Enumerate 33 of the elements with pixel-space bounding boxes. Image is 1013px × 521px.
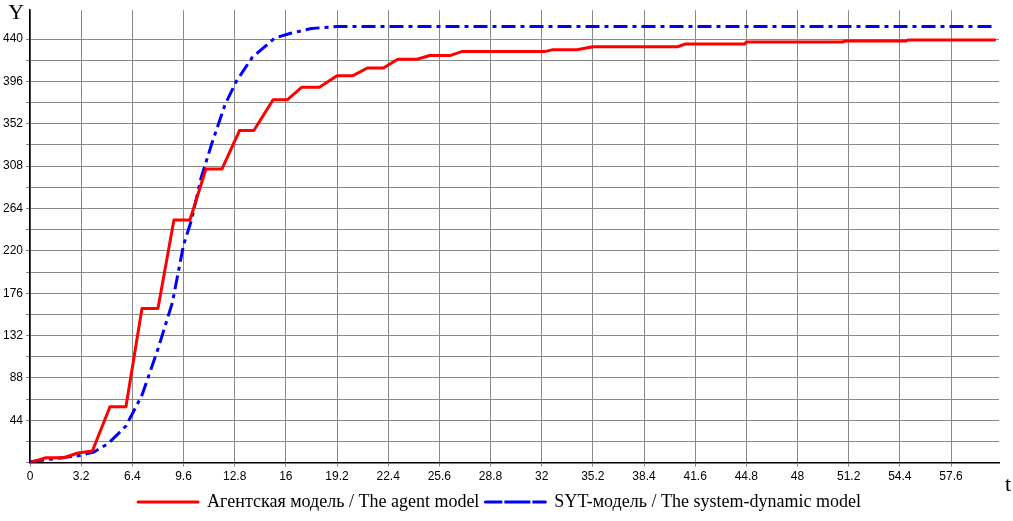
- y-tick-label: 132: [2, 327, 24, 342]
- x-tick-label: 54.4: [888, 469, 912, 484]
- x-tick-label: 25.6: [427, 469, 452, 484]
- x-tick-label: 12.8: [223, 469, 247, 484]
- x-tick-label: 9.6: [175, 469, 193, 484]
- x-tick-label: 6.4: [124, 469, 142, 484]
- x-tick-label: 32: [535, 469, 549, 484]
- x-tick-label: 28.8: [478, 469, 503, 484]
- x-tick-label: 57.6: [939, 469, 964, 484]
- x-tick-label: 51.2: [837, 469, 861, 484]
- y-tick-label: 88: [9, 370, 24, 385]
- y-axis-title: Y: [8, 0, 25, 24]
- x-axis-title: t: [1004, 471, 1011, 497]
- y-tick-label: 220: [2, 243, 24, 258]
- y-tick-label: 308: [2, 158, 24, 173]
- x-tick-label: 48: [790, 469, 805, 484]
- x-tick-label: 44.8: [734, 469, 759, 484]
- y-tick-label: 44: [9, 412, 24, 427]
- y-tick-label: 264: [2, 200, 24, 215]
- legend-label: Агентская модель / The agent model: [207, 490, 480, 511]
- x-tick-label: 35.2: [581, 469, 605, 484]
- x-tick-label: 19.2: [325, 469, 350, 484]
- x-tick-label: 38.4: [632, 469, 657, 484]
- y-tick-label: 352: [2, 116, 24, 131]
- x-tick-label: 16: [279, 469, 293, 484]
- y-tick-label: 176: [2, 285, 24, 300]
- y-tick-label: 440: [2, 31, 24, 46]
- x-tick-label: 3.2: [72, 469, 90, 484]
- legend-label: SYT-модель / The system-dynamic model: [554, 490, 861, 511]
- x-tick-label: 0: [26, 469, 34, 484]
- x-tick-label: 22.4: [376, 469, 401, 484]
- y-tick-label: 396: [2, 73, 24, 88]
- x-tick-label: 41.6: [683, 469, 708, 484]
